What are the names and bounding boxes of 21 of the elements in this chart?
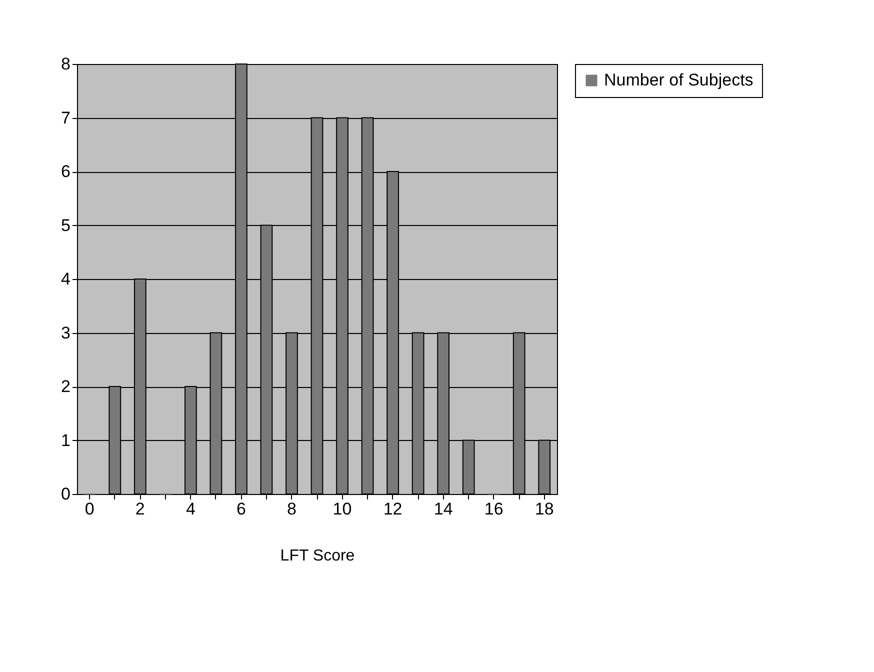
x-axis-title: LFT Score (280, 548, 355, 564)
y-tick-label: 3 (61, 323, 70, 342)
y-tick-label: 5 (61, 216, 70, 235)
x-tick-label: 8 (287, 500, 296, 518)
x-tick-label: 12 (383, 500, 402, 518)
y-tick-label: 8 (61, 54, 70, 74)
x-tick-label: 16 (484, 500, 504, 518)
x-tick-label: 2 (135, 500, 145, 518)
y-tick-label: 1 (61, 430, 70, 450)
legend-label: Number of Subjects (604, 70, 754, 90)
y-tick-label: 2 (61, 377, 70, 396)
x-tick-label: 18 (534, 500, 554, 518)
x-tick-label: 10 (332, 500, 352, 518)
x-tick-label: 0 (84, 500, 94, 518)
x-tick-label: 4 (186, 500, 196, 518)
y-tick-label: 6 (61, 162, 70, 181)
y-tick-label: 4 (61, 270, 70, 288)
x-tick-label: 6 (236, 500, 246, 518)
y-tick-label: 7 (61, 108, 70, 128)
y-tick-label: 0 (61, 484, 70, 504)
x-tick-label: 14 (434, 500, 453, 518)
